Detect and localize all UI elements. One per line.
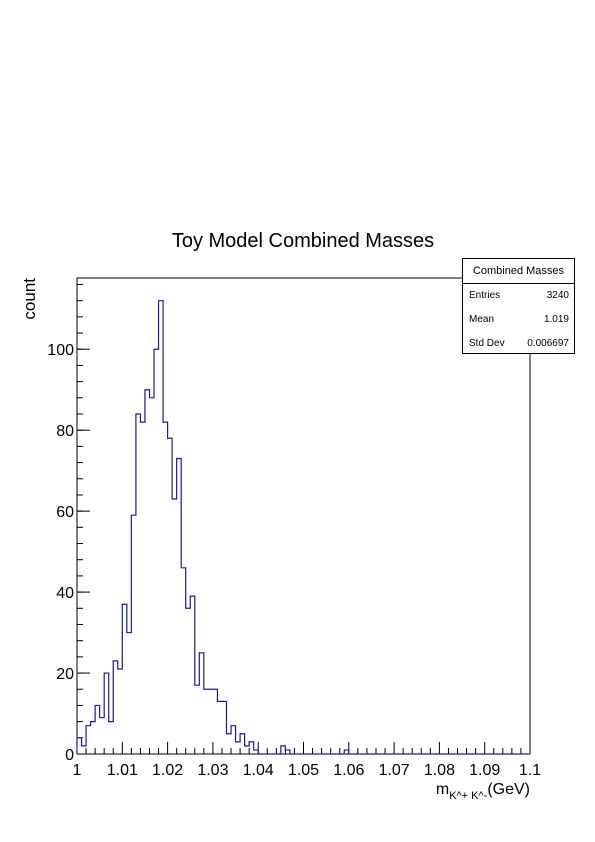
stats-box: Combined Masses Entries 3240 Mean 1.019 … [462, 258, 575, 354]
stats-key: Mean [469, 308, 494, 332]
histogram-bin [245, 746, 250, 754]
y-axis-ticks: 0 20 40 60 80 100 [47, 284, 90, 764]
x-tick-label: 1.07 [379, 762, 410, 779]
histogram-bin [195, 685, 200, 754]
stats-value: 0.006697 [527, 332, 569, 356]
histogram-bin [104, 673, 109, 754]
histogram-bin [231, 726, 236, 754]
histogram-bin [181, 568, 186, 754]
x-tick-label: 1.04 [243, 762, 274, 779]
x-tick-label: 1 [73, 762, 82, 779]
chart-title: Toy Model Combined Masses [172, 230, 434, 252]
histogram-series [77, 301, 530, 754]
histogram-bin [145, 390, 150, 754]
histogram-bin [131, 515, 136, 754]
x-axis-label-subscript: K^+ K^- [449, 790, 487, 802]
stats-row-mean: Mean 1.019 [463, 308, 574, 332]
histogram-bin [140, 422, 145, 754]
histogram-bin [122, 604, 127, 754]
histogram-bin [199, 653, 204, 754]
y-tick-label: 40 [56, 585, 74, 602]
stats-row-stddev: Std Dev 0.006697 [463, 332, 574, 356]
histogram-bin [222, 701, 227, 754]
x-tick-label: 1.1 [519, 762, 541, 779]
histogram-bin [82, 746, 87, 754]
x-tick-label: 1.05 [288, 762, 319, 779]
histogram-bin [163, 422, 168, 754]
stats-row-entries: Entries 3240 [463, 284, 574, 308]
histogram-bin [100, 718, 105, 754]
histogram-bin [113, 661, 118, 754]
x-tick-label: 1.09 [469, 762, 500, 779]
histogram-bin [154, 349, 159, 754]
histogram-bin [168, 438, 173, 754]
x-tick-label: 1.02 [152, 762, 183, 779]
histogram-bin [177, 459, 182, 754]
histogram-bin [344, 750, 349, 754]
x-axis-label-main: m [436, 781, 449, 798]
histogram-bin [86, 726, 91, 754]
histogram-bin [249, 742, 254, 754]
histogram-bin [254, 750, 259, 754]
x-axis-label: mK^+ K^-(GeV) [436, 781, 530, 802]
stats-value: 1.019 [544, 308, 569, 332]
histogram-bin [118, 669, 123, 754]
x-axis-label-unit: (GeV) [487, 781, 530, 798]
histogram-bin [208, 689, 213, 754]
x-tick-label: 1.08 [424, 762, 455, 779]
x-tick-label: 1.06 [333, 762, 364, 779]
histogram-bin [281, 746, 286, 754]
x-tick-label: 1.01 [107, 762, 138, 779]
histogram-bin [213, 689, 218, 754]
histogram-bin [136, 414, 141, 754]
histogram-bin [240, 734, 245, 754]
histogram-bin [77, 738, 82, 754]
histogram-bin [190, 596, 195, 754]
x-tick-label: 1.03 [197, 762, 228, 779]
histogram-bin [109, 722, 114, 754]
histogram-bin [91, 722, 96, 754]
y-tick-label: 0 [65, 747, 74, 764]
y-tick-label: 100 [47, 342, 74, 359]
stats-title: Combined Masses [463, 259, 574, 284]
histogram-bin [226, 734, 231, 754]
y-tick-label: 60 [56, 504, 74, 521]
histogram-bin [127, 633, 132, 754]
stats-key: Entries [469, 284, 500, 308]
stats-value: 3240 [547, 284, 569, 308]
y-axis-label: count [20, 278, 39, 320]
histogram-bin [217, 701, 222, 754]
histogram-bin [172, 499, 177, 754]
histogram-bin [95, 705, 100, 754]
histogram-bin [204, 689, 209, 754]
histogram-bin [285, 750, 290, 754]
histogram-bin [159, 301, 164, 754]
y-tick-label: 20 [56, 666, 74, 683]
histogram-bin [149, 398, 154, 754]
y-tick-label: 80 [56, 423, 74, 440]
histogram-bin [236, 742, 241, 754]
histogram-bin [186, 608, 191, 754]
stats-key: Std Dev [469, 332, 505, 356]
